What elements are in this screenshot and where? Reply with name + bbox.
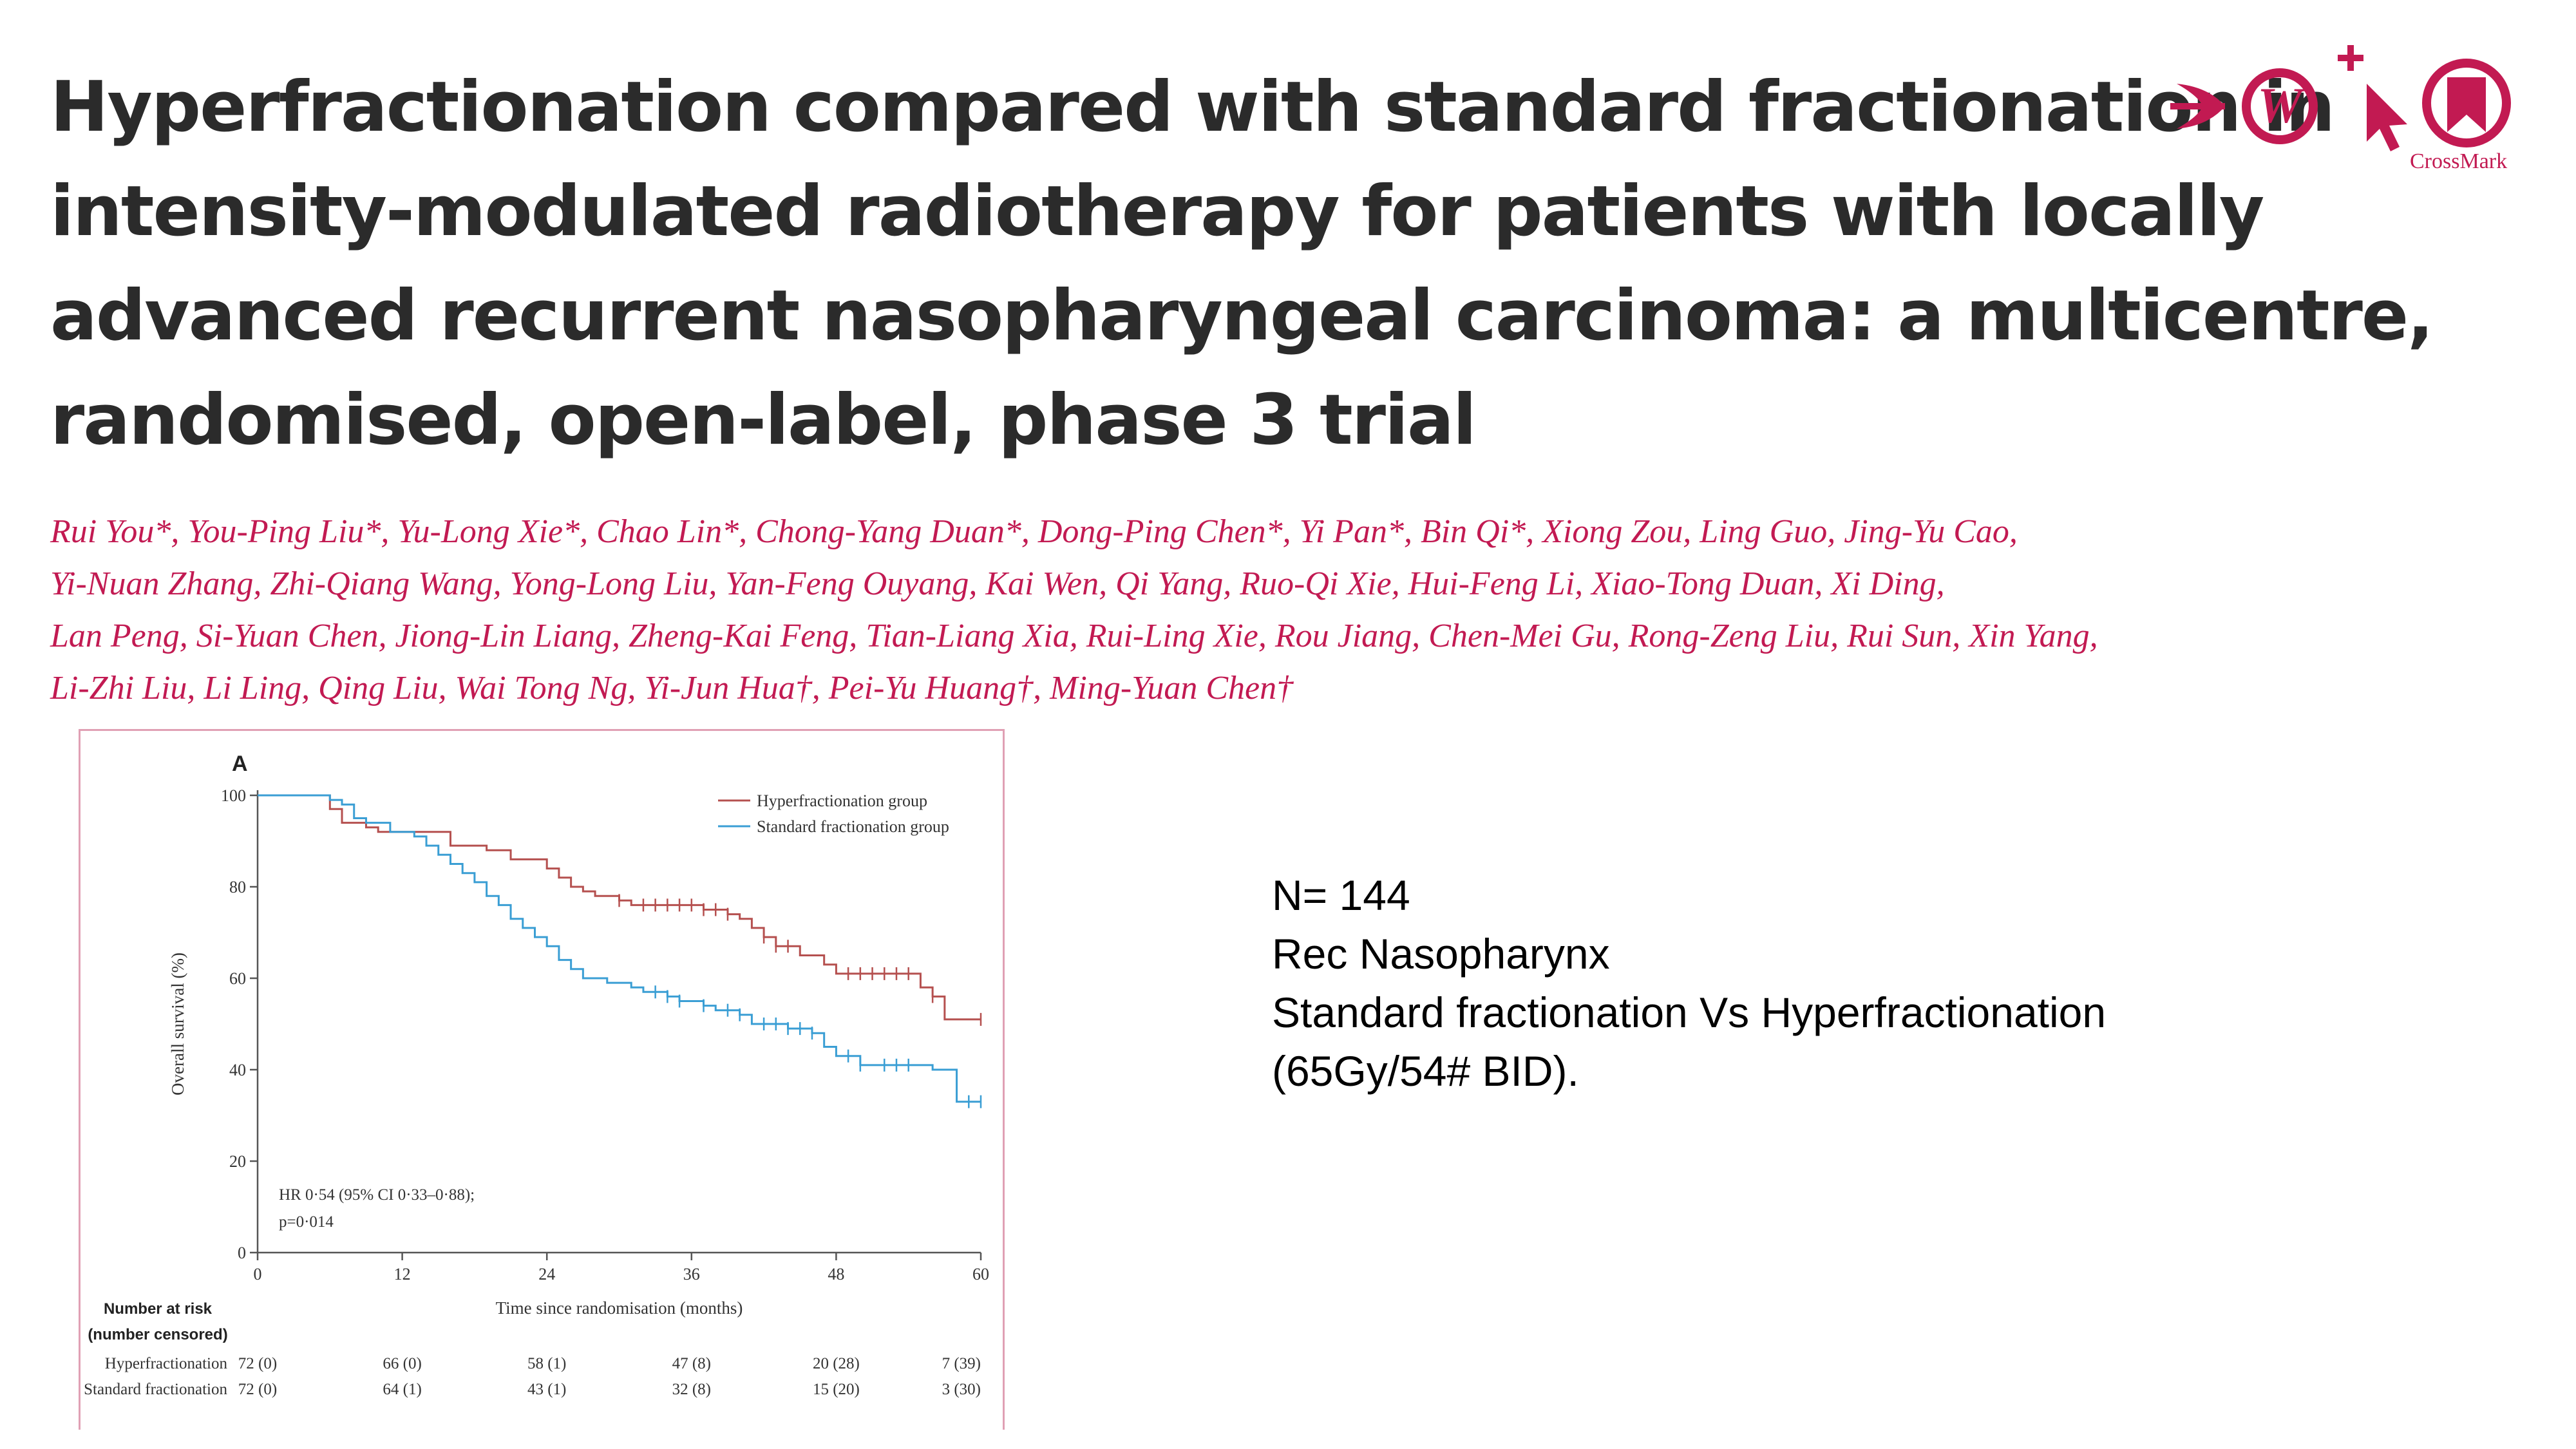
risk-cell: 66 (0) bbox=[383, 1355, 421, 1372]
risk-table-header: (number censored) bbox=[88, 1326, 227, 1343]
summary-line: Standard fractionation Vs Hyperfractiona… bbox=[1272, 989, 2107, 1036]
x-tick-label: 48 bbox=[828, 1265, 844, 1283]
x-tick-label: 0 bbox=[254, 1265, 262, 1283]
panel-label: A bbox=[232, 752, 248, 776]
x-axis-label: Time since randomisation (months) bbox=[496, 1298, 743, 1318]
y-axis-label: Overall survival (%) bbox=[168, 952, 187, 1095]
risk-cell: 43 (1) bbox=[527, 1381, 566, 1398]
risk-table-header: Number at risk bbox=[104, 1300, 213, 1318]
y-tick-label: 20 bbox=[229, 1152, 246, 1171]
y-tick-label: 100 bbox=[221, 786, 246, 805]
crossmark-bookmark-icon bbox=[2447, 77, 2486, 132]
survival-curve-1 bbox=[258, 794, 981, 1103]
risk-cell: 7 (39) bbox=[942, 1355, 981, 1372]
risk-cell: 64 (1) bbox=[383, 1381, 421, 1398]
risk-row-label: Hyperfractionation bbox=[105, 1355, 228, 1372]
figure-border bbox=[1003, 729, 1005, 1430]
x-tick-label: 24 bbox=[538, 1265, 555, 1283]
risk-cell: 58 (1) bbox=[527, 1355, 566, 1372]
trial-summary: N= 144 Rec Nasopharynx Standard fraction… bbox=[1272, 866, 2106, 1101]
risk-cell: 20 (28) bbox=[813, 1355, 860, 1372]
title-line: randomised, open-label, phase 3 trial bbox=[50, 380, 1477, 460]
x-tick-label: 12 bbox=[394, 1265, 411, 1283]
risk-row-label: Standard fractionation bbox=[84, 1381, 227, 1398]
summary-line: (65Gy/54# BID). bbox=[1272, 1047, 1579, 1095]
crossmark-logo[interactable]: W bbox=[2164, 39, 2524, 180]
x-tick-label: 60 bbox=[972, 1265, 989, 1283]
risk-cell: 32 (8) bbox=[672, 1381, 711, 1398]
title-line: intensity-modulated radiotherapy for pat… bbox=[50, 171, 2264, 252]
risk-cell: 72 (0) bbox=[238, 1381, 277, 1398]
title-line: advanced recurrent nasopharyngeal carcin… bbox=[50, 276, 2434, 356]
logo-w-circle-icon bbox=[2242, 68, 2318, 144]
km-chart: A 0 20 40 60 80 100 0 12 24 36 48 60 Time since rando… bbox=[84, 752, 989, 1398]
logo-arrow-bar-icon bbox=[2170, 103, 2225, 109]
risk-cell: 3 (30) bbox=[942, 1381, 981, 1398]
x-tick-label: 36 bbox=[683, 1265, 700, 1283]
logo-cursor-icon bbox=[2367, 84, 2407, 151]
hr-annotation: p=0·014 bbox=[279, 1213, 334, 1231]
summary-line: Rec Nasopharynx bbox=[1272, 930, 1610, 978]
author-line: Yi-Nuan Zhang, Zhi-Qiang Wang, Yong-Long… bbox=[50, 565, 1945, 602]
legend-label: Standard fractionation group bbox=[757, 817, 949, 836]
legend-label: Hyperfractionation group bbox=[757, 791, 927, 810]
crossmark-circle-icon bbox=[2422, 59, 2511, 147]
logo-w-icon: W bbox=[2257, 77, 2305, 133]
y-tick-label: 80 bbox=[229, 878, 246, 896]
author-line: Li-Zhi Liu, Li Ling, Qing Liu, Wai Tong … bbox=[50, 670, 1294, 706]
author-line: Lan Peng, Si-Yuan Chen, Jiong-Lin Liang,… bbox=[50, 618, 2098, 654]
risk-cell: 72 (0) bbox=[238, 1355, 277, 1372]
crossmark-label: CrossMark bbox=[2410, 149, 2508, 173]
risk-cell: 47 (8) bbox=[672, 1355, 711, 1372]
y-tick-label: 40 bbox=[229, 1061, 246, 1079]
hr-annotation: HR 0·54 (95% CI 0·33–0·88); bbox=[279, 1186, 475, 1204]
y-tick-label: 60 bbox=[229, 969, 246, 988]
summary-line: N= 144 bbox=[1272, 871, 1410, 919]
article-title: Hyperfractionation compared with standar… bbox=[50, 55, 2434, 473]
survival-figure: A 0 20 40 60 80 100 0 12 24 36 48 60 Time since rando… bbox=[79, 729, 1005, 1430]
title-line: Hyperfractionation compared with standar… bbox=[50, 67, 2335, 147]
logo-plus-icon bbox=[2338, 45, 2363, 71]
y-tick-label: 0 bbox=[238, 1244, 246, 1262]
author-list: Rui You*, You-Ping Liu*, Yu-Long Xie*, C… bbox=[50, 506, 2175, 714]
risk-cell: 15 (20) bbox=[813, 1381, 860, 1398]
author-line: Rui You*, You-Ping Liu*, Yu-Long Xie*, C… bbox=[50, 513, 2018, 550]
